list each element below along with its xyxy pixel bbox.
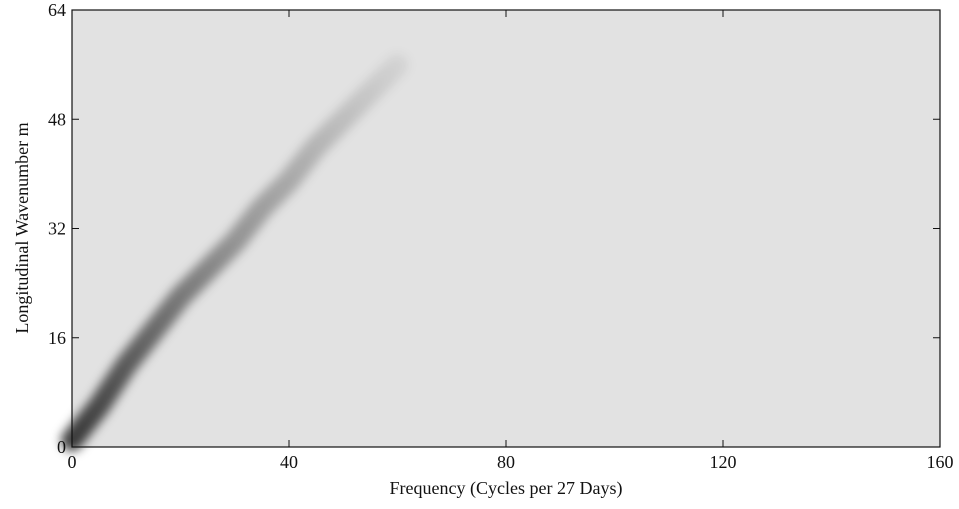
- x-tick-label: 80: [497, 452, 515, 472]
- y-tick-label: 48: [48, 109, 66, 129]
- plot-background: [72, 10, 940, 447]
- y-axis-label: Longitudinal Wavenumber m: [12, 122, 32, 333]
- x-axis-label: Frequency (Cycles per 27 Days): [390, 478, 623, 499]
- x-tick-label: 0: [68, 452, 77, 472]
- y-tick-label: 0: [57, 437, 66, 457]
- ridge-band: [61, 53, 409, 452]
- x-tick-label: 160: [927, 452, 954, 472]
- y-tick-label: 16: [48, 328, 66, 348]
- x-tick-label: 120: [710, 452, 737, 472]
- x-tick-label: 40: [280, 452, 298, 472]
- y-tick-label: 32: [48, 219, 66, 239]
- y-tick-label: 64: [48, 0, 66, 20]
